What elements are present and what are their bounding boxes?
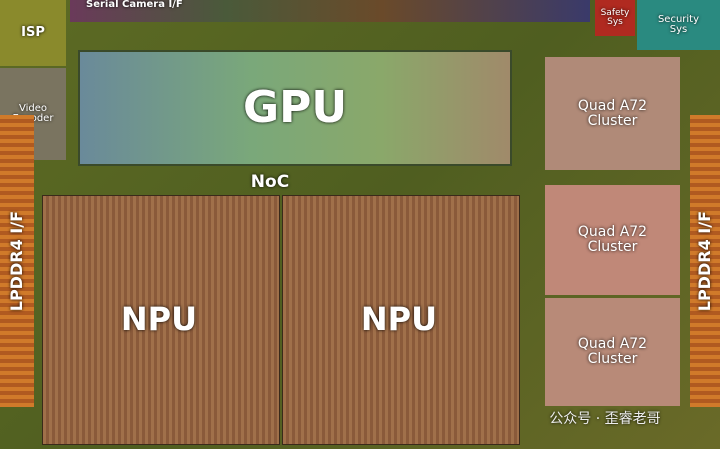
block-label: LPDDR4 I/F <box>694 210 714 312</box>
noc-label: NoC <box>240 172 300 194</box>
block-label: NPU <box>360 300 438 339</box>
block-label: Serial Camera I/F <box>86 0 183 10</box>
npu-block: NPU <box>42 195 280 445</box>
lpddr4-right: LPDDR4 I/F <box>690 115 720 407</box>
block-label: GPU <box>242 81 348 133</box>
watermark: 公众号 · 歪睿老哥 <box>505 406 705 432</box>
block-label: Safety Sys <box>600 7 630 27</box>
safety-sys-block: Safety Sys <box>595 0 635 36</box>
block-label: LPDDR4 I/F <box>6 210 26 312</box>
gpu-block: GPU <box>78 50 512 166</box>
watermark-text: 公众号 · 歪睿老哥 <box>549 410 661 427</box>
cpu-cluster: Quad A72 Cluster <box>545 185 680 295</box>
security-sys-block: Security Sys <box>637 0 720 50</box>
block-label: NoC <box>250 172 290 193</box>
cpu-cluster: Quad A72 Cluster <box>545 298 680 406</box>
block-label: NPU <box>120 300 198 339</box>
lpddr4-left: LPDDR4 I/F <box>0 115 34 407</box>
cpu-cluster: Quad A72 Cluster <box>545 57 680 170</box>
block-label: Quad A72 Cluster <box>577 224 648 255</box>
serial-camera-block: Serial Camera I/F <box>70 0 590 22</box>
isp-block: ISP <box>0 0 66 66</box>
block-label: Quad A72 Cluster <box>577 336 648 367</box>
block-label: Quad A72 Cluster <box>577 97 648 129</box>
block-label: Security Sys <box>657 13 700 35</box>
block-label: ISP <box>21 25 45 41</box>
npu-block: NPU <box>282 195 520 445</box>
